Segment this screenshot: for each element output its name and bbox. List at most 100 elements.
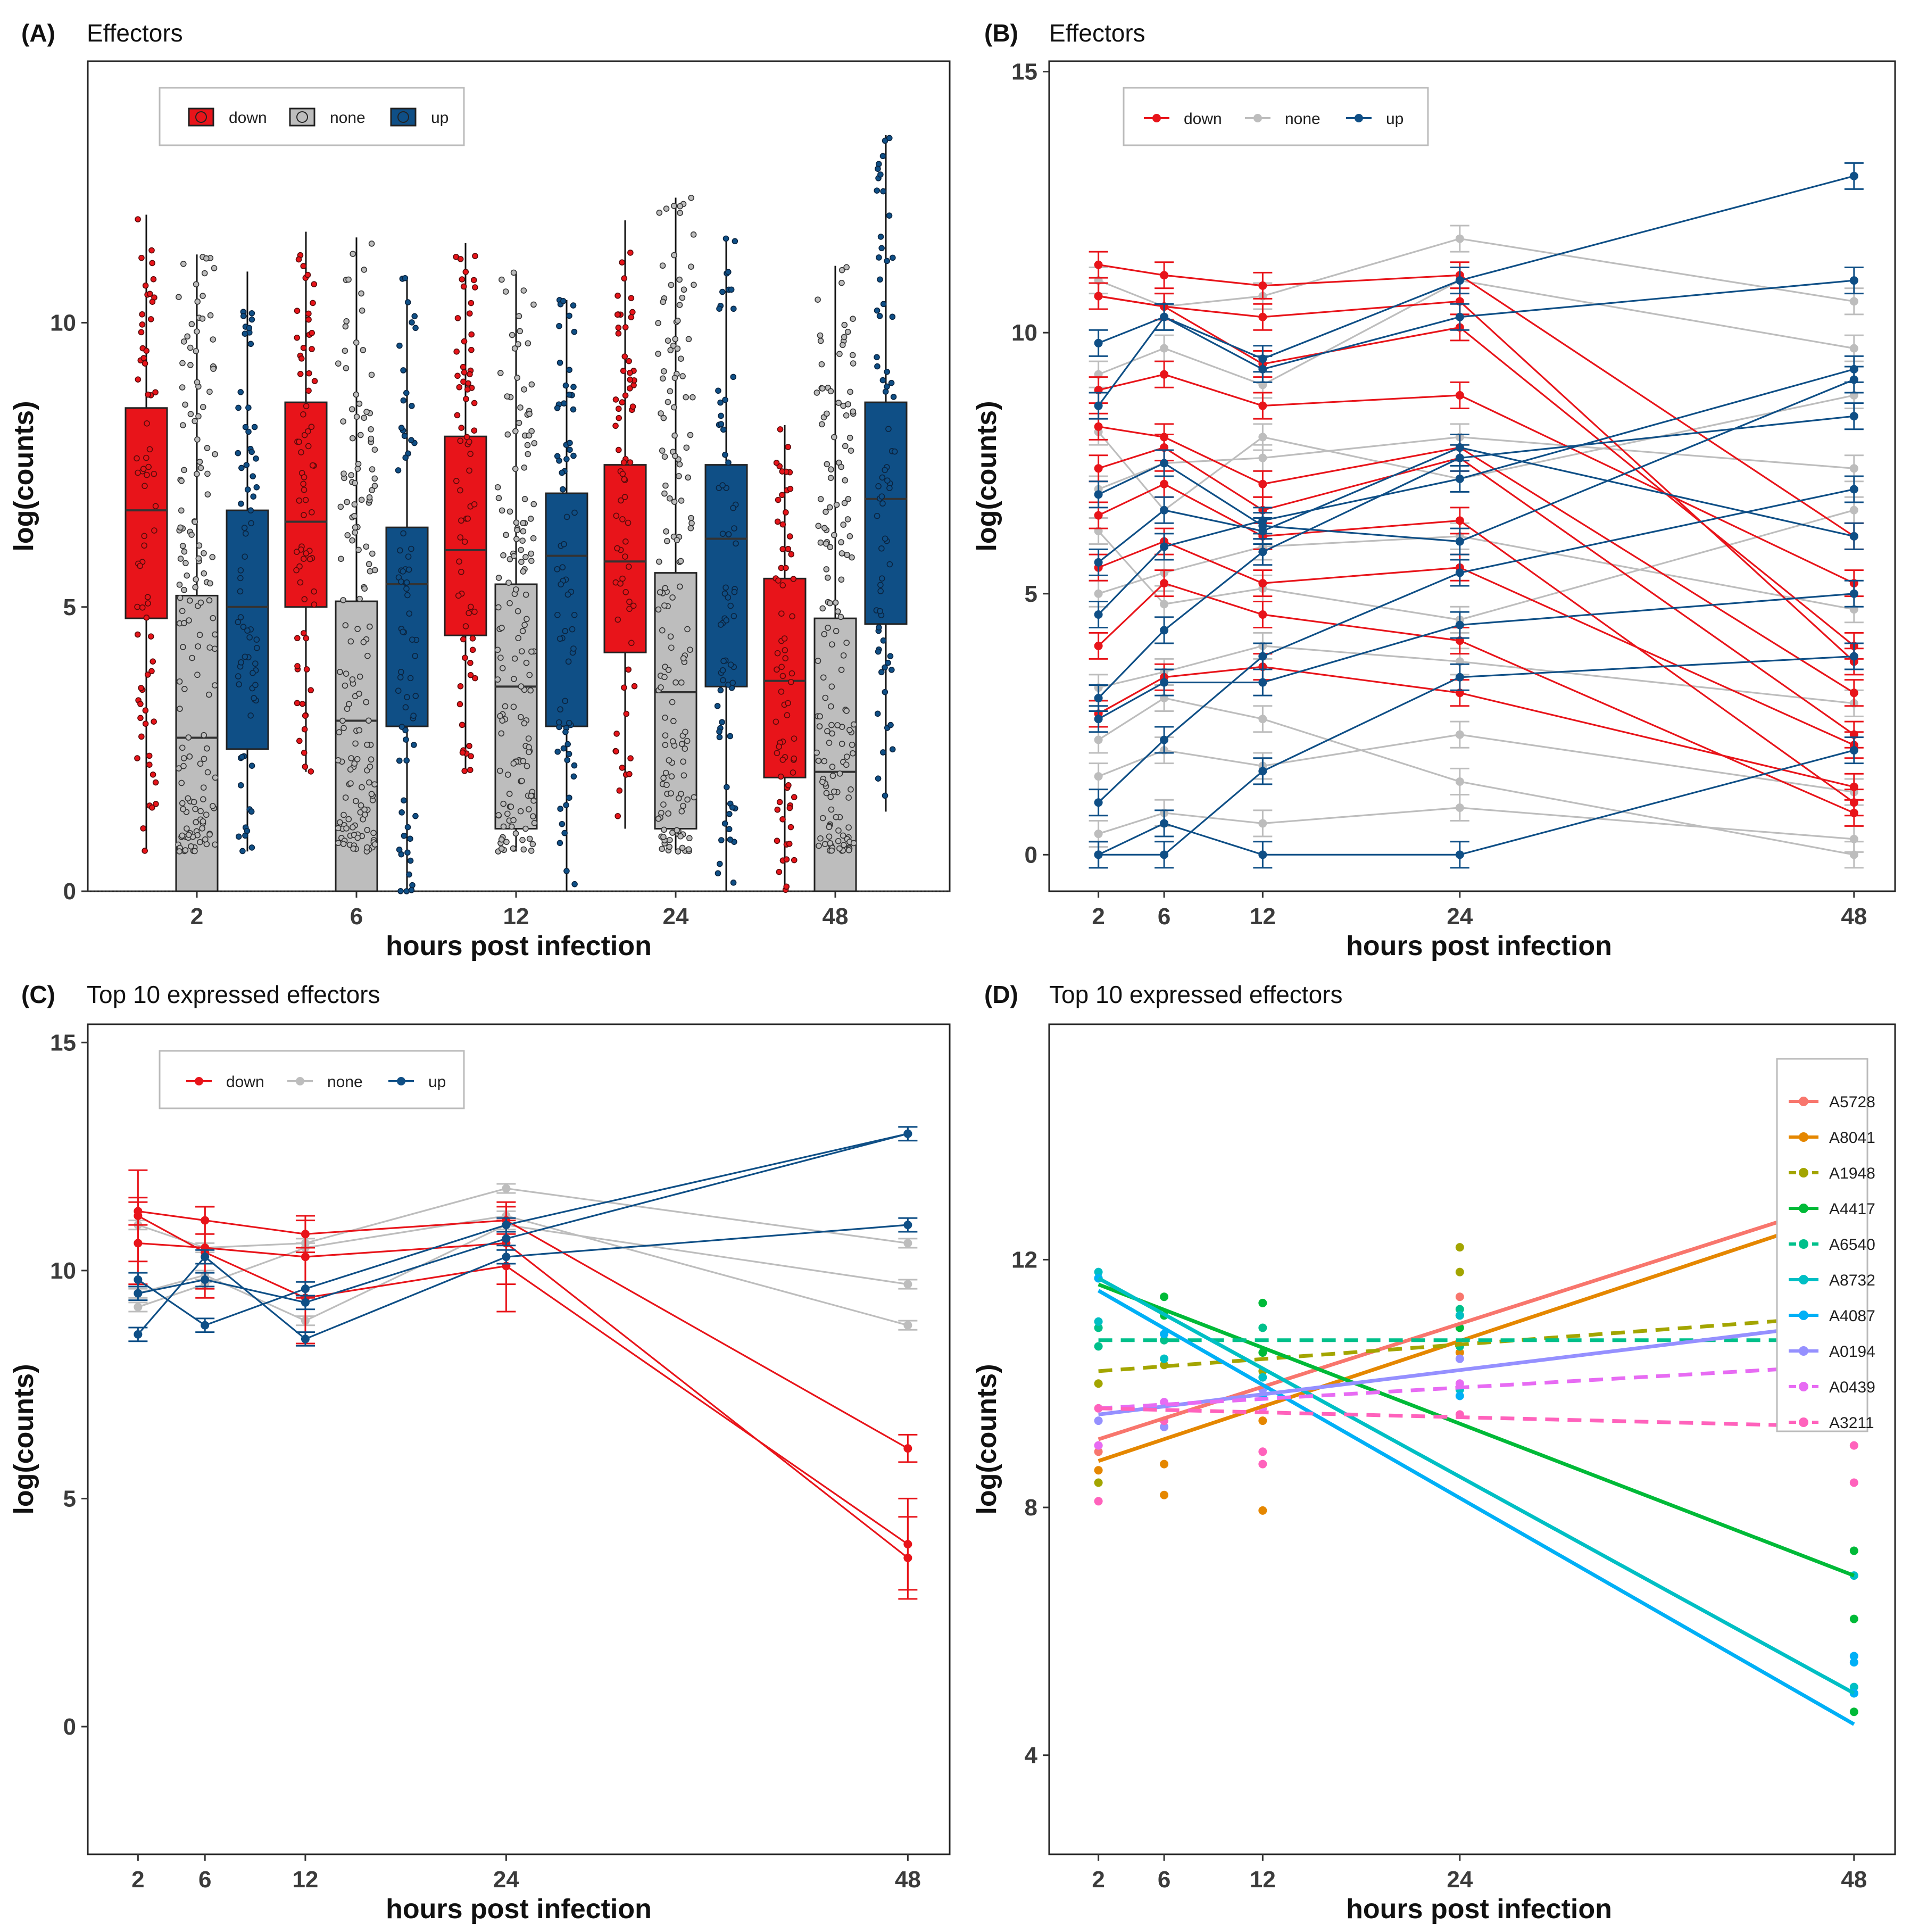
box-point [791, 755, 798, 762]
box-point [615, 446, 622, 453]
box-point [875, 775, 882, 782]
box-point [350, 824, 356, 831]
box-point [402, 727, 409, 734]
box-point [294, 700, 301, 707]
box-point [361, 414, 368, 421]
box-point [206, 644, 213, 651]
box-point [404, 824, 411, 831]
box-point [364, 741, 370, 748]
box-point [185, 795, 192, 802]
box-point [779, 757, 786, 763]
box-point [850, 408, 857, 415]
box-point [248, 520, 254, 527]
box-point [614, 311, 621, 318]
box-point [621, 353, 628, 360]
series-point-up [1160, 626, 1169, 635]
box-point [680, 802, 686, 809]
point-A8732 [1258, 1373, 1267, 1382]
box-point [244, 627, 251, 634]
box-point [180, 644, 186, 650]
box-point [827, 504, 833, 511]
box-point [776, 743, 782, 750]
box-point [409, 403, 415, 409]
box-point [176, 678, 183, 685]
box-point [472, 675, 478, 682]
legend-label-A1948: A1948 [1829, 1165, 1875, 1182]
box-point [248, 449, 255, 455]
box-point [562, 382, 569, 389]
box-point [828, 683, 835, 690]
box-point [335, 360, 342, 367]
box-point [339, 717, 346, 724]
box-point [662, 742, 669, 748]
box-point [660, 414, 667, 421]
panel-b-ytick-label: 0 [1025, 842, 1037, 868]
box-point [518, 683, 525, 690]
box-point [840, 652, 847, 659]
box-point [370, 830, 377, 836]
box-point [777, 773, 784, 780]
box-point [683, 394, 689, 401]
box-point [343, 365, 350, 371]
legend-key-point-A8732 [1799, 1275, 1808, 1284]
box-point [515, 341, 521, 347]
box-point [824, 461, 830, 468]
box-point [344, 499, 350, 505]
box-point [236, 681, 242, 687]
box-point [890, 394, 897, 400]
box-point [212, 841, 218, 848]
box-point [520, 846, 527, 853]
box-point [521, 621, 528, 628]
box-point [357, 432, 364, 438]
box-point [202, 836, 209, 843]
legend-key-point-none [296, 111, 308, 123]
box-point [787, 533, 793, 540]
box-point [614, 292, 621, 299]
box-point [197, 839, 203, 845]
box-point [774, 666, 780, 673]
box-point [521, 496, 528, 502]
box-point [396, 847, 403, 853]
box-point [613, 512, 620, 519]
box-point [466, 310, 473, 317]
box-point [360, 639, 367, 645]
box-point [338, 555, 344, 562]
panel-a-label: (A) [21, 19, 55, 47]
box-point [725, 459, 732, 466]
box-point [773, 718, 779, 725]
box-point [890, 254, 896, 261]
box-point [823, 790, 830, 797]
point-A8041 [1160, 1460, 1169, 1469]
series-point-down [1849, 808, 1858, 817]
box-point [504, 393, 511, 400]
box-point [505, 579, 512, 586]
box-point [879, 500, 886, 507]
box-point [841, 321, 848, 328]
box-point [838, 741, 845, 747]
box-point [308, 687, 314, 693]
box-point [468, 603, 474, 610]
box-point [212, 774, 219, 781]
box-point [468, 331, 475, 338]
box-point [680, 655, 687, 662]
box-point [668, 790, 674, 797]
box-point [337, 503, 344, 510]
box-point [200, 404, 206, 410]
box-point [203, 255, 210, 262]
box-point [499, 625, 505, 631]
box-point [471, 608, 478, 615]
box-point [186, 617, 192, 624]
box-point [347, 638, 354, 645]
box-point [472, 284, 478, 291]
box-point [775, 496, 782, 503]
box-point [821, 841, 828, 848]
box-point [149, 658, 156, 665]
box-point [303, 635, 310, 642]
series-point-up [1849, 532, 1858, 541]
point-A6540 [1455, 1305, 1464, 1314]
panel-c-xlabel: hours post infection [386, 1894, 652, 1925]
series-point-down [1160, 433, 1169, 442]
box-point [343, 670, 350, 677]
box-point [821, 631, 828, 637]
box-point [621, 494, 628, 500]
